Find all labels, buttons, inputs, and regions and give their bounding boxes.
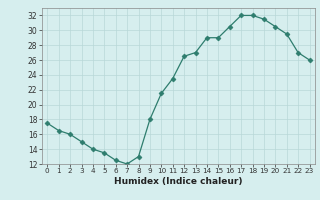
- X-axis label: Humidex (Indice chaleur): Humidex (Indice chaleur): [114, 177, 243, 186]
